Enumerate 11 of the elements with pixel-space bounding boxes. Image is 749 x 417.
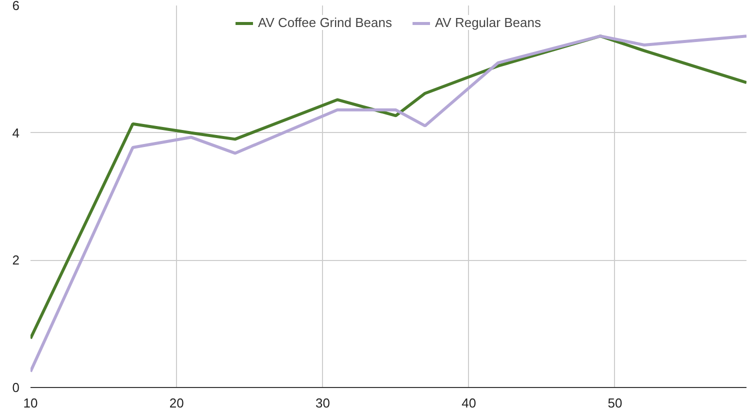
legend-label: AV Coffee Grind Beans — [258, 15, 392, 30]
x-tick-label: 10 — [23, 396, 38, 410]
y-tick-label: 2 — [12, 252, 20, 268]
y-tick-label: 0 — [12, 380, 20, 395]
y-tick-label: 6 — [12, 0, 20, 13]
y-tick-label: 4 — [12, 125, 20, 140]
x-tick-label: 50 — [608, 396, 622, 410]
x-tick-label: 30 — [316, 396, 330, 410]
x-tick-label: 40 — [462, 396, 476, 410]
legend-label: AV Regular Beans — [434, 15, 541, 30]
x-tick-label: 20 — [169, 396, 184, 410]
